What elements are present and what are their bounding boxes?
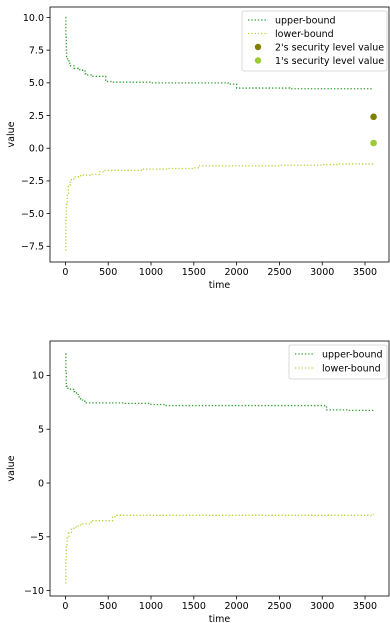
y-axis-label: value [6,455,17,481]
y-tick-label: 5 [38,425,44,436]
series-line-lower-bound [65,163,374,251]
y-tick-label: 10 [32,371,44,382]
y-tick-label: 7.5 [29,45,44,56]
x-tick-label: 500 [99,601,117,612]
legend-box [288,344,388,380]
series-line-upper-bound [65,16,374,90]
x-tick-label: 2500 [267,267,291,278]
y-tick-label: −2.5 [21,176,44,187]
legend-label: upper-bound [275,15,336,26]
x-axis-label: time [209,280,231,291]
y-tick-label: 0.0 [29,144,44,155]
x-tick-label: 2000 [225,267,249,278]
y-tick-label: 5.0 [29,78,44,89]
y-tick-label: −5.0 [21,209,44,220]
x-tick-label: 0 [62,267,68,278]
legend-label: lower-bound [275,29,334,40]
x-tick-label: 2500 [267,601,291,612]
x-axis-label: time [209,614,231,623]
axes-frame [49,340,390,597]
y-tick-label: −5 [30,532,44,543]
scatter-point-2 [370,139,377,147]
x-tick-label: 3500 [353,601,377,612]
scatter-point-1 [370,113,377,121]
x-tick-label: 1000 [139,601,163,612]
y-tick-label: 0 [38,478,44,489]
legend-label: upper-bound [322,349,383,360]
x-tick-label: 3000 [310,601,334,612]
legend-label: 1's security level value [275,56,384,67]
legend-label: 2's security level value [275,42,384,53]
x-tick-label: 0 [62,601,68,612]
series-line-lower-bound [65,514,375,584]
chart-1: 0 500 1000 1500 2000 2500 3000 3500 −7.5 −5.0 −2.5… [6,6,390,291]
axes-frame [49,6,390,263]
y-tick-label: −7.5 [21,242,44,253]
y-tick-label: −10 [24,586,44,597]
x-tick-label: 1500 [182,267,206,278]
y-tick-label: 2.5 [29,111,44,122]
legend-box [241,10,388,72]
x-tick-label: 2000 [225,601,249,612]
x-tick-label: 3000 [310,267,334,278]
legend-swatch-2's security level value [254,43,262,51]
legend-swatch-1's security level value [254,57,262,64]
legend-label: lower-bound [322,363,381,374]
x-tick-label: 1500 [182,601,206,612]
x-tick-label: 500 [99,267,117,278]
y-axis-label: value [6,121,17,147]
y-tick-label: 10.0 [23,13,44,24]
x-tick-label: 3500 [353,267,377,278]
x-tick-label: 1000 [139,267,163,278]
chart-2: 0 500 1000 1500 2000 2500 3000 3500 −10 −5 0 5 10 tim… [6,340,390,623]
